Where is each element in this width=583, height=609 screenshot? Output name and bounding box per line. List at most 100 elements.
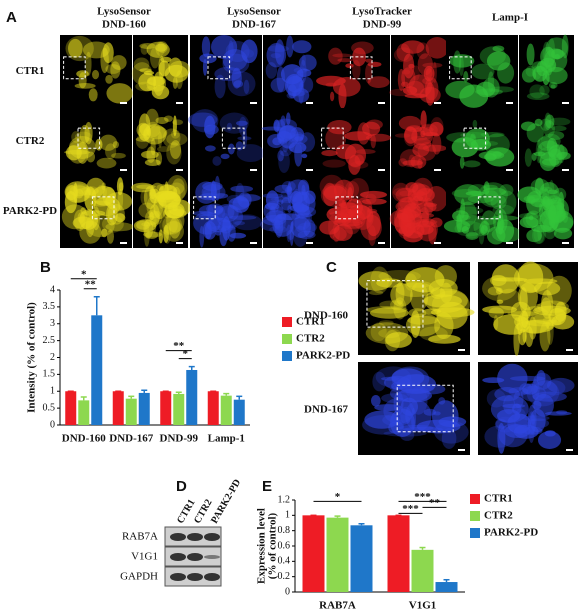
micrograph-signal: [539, 322, 551, 352]
micrograph-signal: [472, 119, 478, 129]
micrograph-signal: [525, 210, 542, 228]
micrograph-signal: [492, 204, 515, 216]
micrograph-signal: [498, 423, 528, 448]
micrograph-signal: [365, 63, 373, 84]
micrograph-signal: [473, 215, 488, 237]
row-label: DND-160: [304, 310, 348, 322]
micrograph-signal: [133, 219, 157, 233]
micrograph-signal: [269, 225, 288, 234]
bar: [207, 391, 219, 425]
micrograph-signal: [332, 53, 352, 58]
micrograph-signal: [367, 76, 390, 88]
blot-band: [187, 573, 203, 581]
micrograph-signal: [236, 194, 261, 202]
micrograph-signal: [285, 112, 291, 126]
significance-label: ***: [414, 491, 431, 503]
micrograph-signal: [131, 182, 154, 193]
micrograph-signal: [550, 84, 556, 89]
micrograph-signal: [541, 195, 551, 211]
row-label: DND-167: [304, 404, 348, 416]
micrograph-signal: [551, 314, 575, 330]
micrograph-signal: [285, 186, 293, 195]
micrograph-signal: [145, 108, 159, 128]
x-tick-label: DND-167: [109, 433, 153, 445]
micrograph-signal: [282, 141, 289, 153]
micrograph-signal: [425, 37, 449, 59]
micrograph-signal: [277, 150, 284, 162]
zoom-box: [366, 280, 424, 328]
micrograph-signal: [170, 140, 182, 160]
micrograph-signal: [143, 128, 151, 139]
micrograph-signal: [417, 142, 437, 161]
micrograph-signal: [322, 182, 337, 207]
micrograph-signal: [546, 377, 575, 393]
micrograph-signal: [281, 197, 292, 211]
bar: [302, 515, 325, 592]
significance-label: ***: [402, 503, 419, 515]
micrograph-signal: [545, 62, 556, 71]
micrograph-signal: [417, 53, 433, 76]
micrograph-signal: [534, 281, 561, 296]
micrograph-signal: [141, 150, 159, 159]
micrograph-signal: [273, 118, 298, 133]
micrograph-signal: [273, 119, 280, 132]
micrograph-signal: [107, 203, 125, 225]
bar: [326, 517, 349, 592]
micrograph: [190, 108, 262, 175]
micrograph-signal: [416, 202, 437, 213]
micrograph-signal: [280, 64, 304, 85]
micrograph-signal: [521, 310, 529, 328]
micrograph-signal: [419, 207, 430, 223]
micrograph-signal: [236, 120, 248, 126]
y-tick-label: 0.2: [278, 571, 291, 582]
blot-band: [170, 553, 186, 561]
micrograph-signal: [270, 196, 289, 203]
micrograph-signal: [420, 110, 427, 129]
y-tick-label: 0: [50, 419, 55, 430]
micrograph-signal: [548, 204, 557, 219]
micrograph-signal: [465, 191, 485, 196]
micrograph-signal: [366, 210, 381, 237]
micrograph-signal: [164, 220, 184, 242]
micrograph-signal: [328, 47, 343, 65]
micrograph-signal: [431, 400, 459, 433]
micrograph-signal: [492, 45, 505, 52]
micrograph-signal: [66, 183, 92, 203]
bar: [91, 315, 103, 425]
micrograph-signal: [138, 123, 151, 142]
micrograph-signal: [491, 264, 520, 294]
micrograph-signal: [366, 306, 408, 314]
row-label: GAPDH: [120, 571, 158, 583]
micrograph-signal: [497, 422, 506, 454]
micrograph-signal: [105, 64, 121, 74]
row-label: RAB7A: [122, 531, 158, 543]
micrograph-signal: [366, 205, 374, 223]
micrograph-signal: [449, 54, 475, 68]
micrograph-signal: [374, 404, 402, 412]
row-label: CTR2: [16, 135, 45, 147]
micrograph-signal: [412, 195, 424, 202]
micrograph-signal: [366, 133, 391, 142]
micrograph-signal: [235, 141, 244, 151]
y-tick-label: 0.6: [278, 540, 291, 551]
micrograph-signal: [281, 180, 296, 192]
micrograph-signal: [336, 215, 353, 221]
micrograph-signal: [92, 69, 100, 80]
zoom-box: [463, 127, 487, 149]
micrograph-signal: [276, 131, 293, 142]
micrograph-signal: [542, 380, 566, 396]
micrograph-signal: [459, 156, 465, 169]
micrograph-signal: [544, 46, 555, 69]
x-tick-label: DND-99: [160, 433, 199, 445]
micrograph-signal: [147, 126, 168, 140]
micrograph-signal: [319, 174, 344, 199]
micrograph-signal: [232, 214, 263, 231]
micrograph-signal: [466, 232, 478, 239]
micrograph-signal: [408, 63, 415, 69]
micrograph-signal: [145, 231, 159, 239]
micrograph-signal: [458, 201, 477, 227]
micrograph-signal: [423, 65, 435, 82]
micrograph-signal: [430, 217, 443, 228]
micrograph-signal: [290, 216, 311, 238]
